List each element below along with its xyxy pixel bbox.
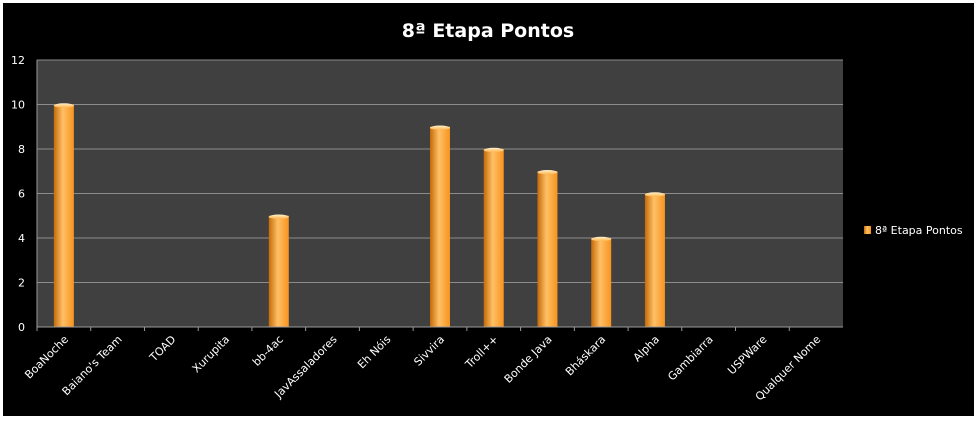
bar-cap (591, 236, 612, 242)
bar (430, 126, 450, 327)
legend-label: 8ª Etapa Pontos (875, 224, 963, 237)
chart-title: 8ª Etapa Pontos (402, 20, 574, 42)
bar (537, 171, 558, 327)
bar (268, 215, 289, 327)
bar-cap (483, 147, 504, 153)
legend-swatch (864, 226, 871, 234)
bar-cap (53, 103, 74, 108)
bar-cap (268, 214, 289, 219)
y-tick-label: 6 (18, 188, 25, 201)
bar (53, 104, 74, 327)
bar-cap (644, 192, 665, 197)
y-tick-label: 12 (11, 54, 25, 67)
y-tick-label: 2 (18, 277, 25, 290)
y-tick-label: 4 (18, 232, 25, 245)
bar (591, 238, 612, 327)
y-tick-label: 10 (11, 99, 25, 112)
bar (483, 149, 504, 327)
bar (644, 193, 665, 327)
y-tick-label: 8 (18, 143, 25, 156)
bars (53, 103, 665, 327)
bar-cap (537, 170, 558, 175)
y-tick-label: 0 (18, 321, 25, 334)
bar-cap (430, 125, 450, 130)
y-axis-ticks: 0 2 4 6 8 10 12 (11, 54, 25, 334)
legend: 8ª Etapa Pontos (864, 224, 963, 237)
